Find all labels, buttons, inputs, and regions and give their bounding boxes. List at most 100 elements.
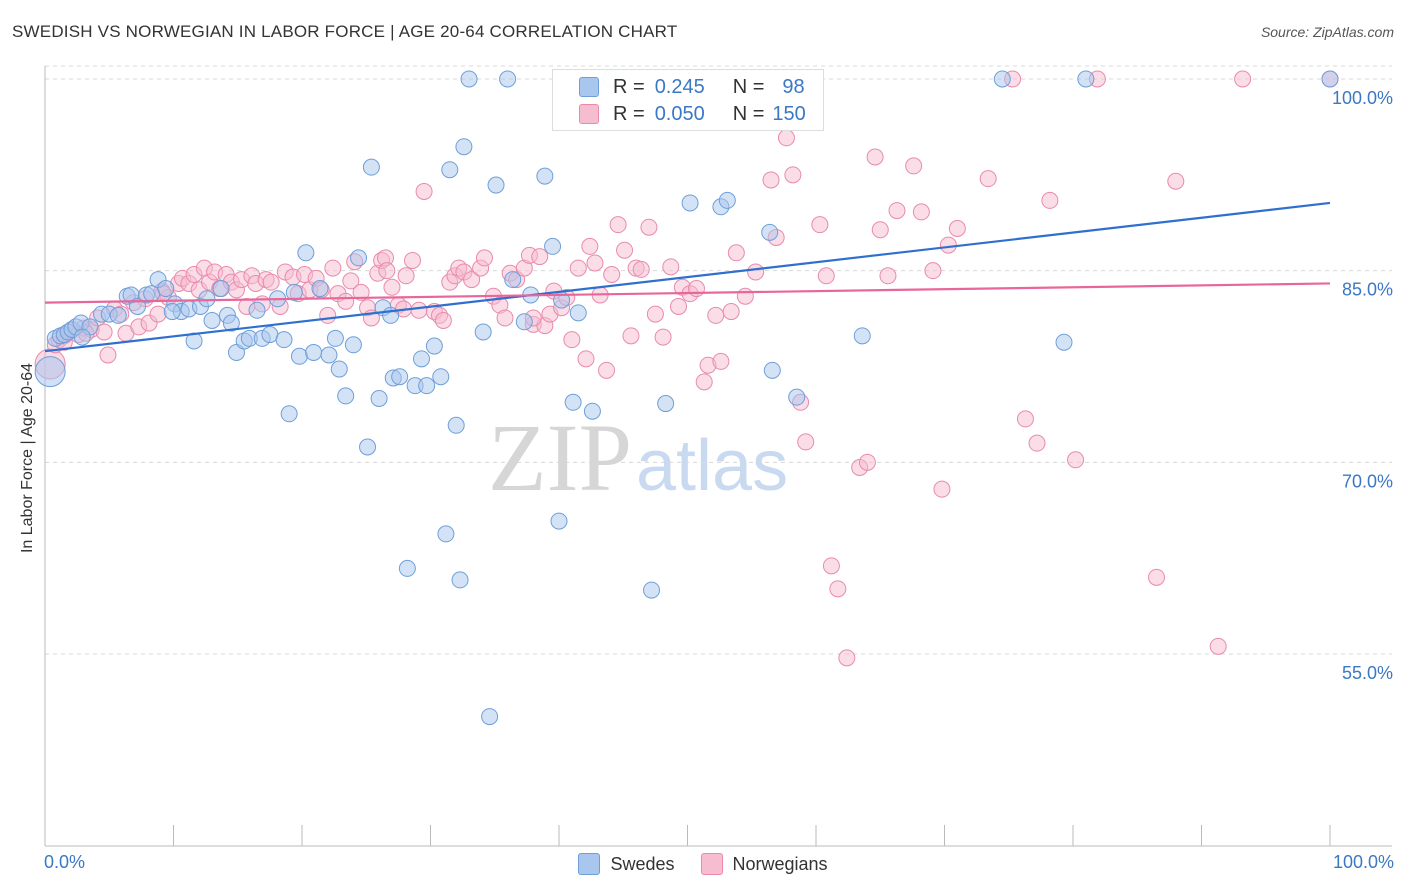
data-point [797, 433, 815, 451]
data-point [280, 405, 298, 423]
data-point [544, 237, 562, 255]
y-tick-label: 70.0% [1342, 471, 1393, 491]
axes [44, 66, 1392, 847]
data-point [646, 305, 664, 323]
data-point [829, 580, 847, 598]
data-point [564, 393, 582, 411]
data-point [198, 290, 216, 308]
data-point [905, 157, 923, 175]
data-point [352, 283, 370, 301]
data-point [157, 280, 175, 298]
data-point [583, 402, 601, 420]
data-point [149, 305, 167, 323]
data-point [434, 312, 452, 329]
data-point [531, 248, 549, 266]
legend-label-swedes: Swedes [610, 853, 675, 874]
data-point [817, 267, 835, 285]
legend-swatch-norwegians [579, 104, 599, 124]
data-point [337, 387, 355, 405]
trend-line-swedes [44, 201, 1331, 353]
data-point [777, 129, 795, 147]
data-point [95, 323, 113, 341]
data-point [993, 70, 1011, 88]
data-point [73, 328, 91, 346]
watermark-zip: ZIP [488, 404, 632, 511]
data-point [447, 416, 465, 434]
data-point [475, 249, 493, 267]
data-point [359, 438, 377, 456]
data-point [391, 368, 409, 386]
legend-item-norwegians: Norwegians [700, 852, 828, 876]
data-point [463, 271, 481, 289]
data-point [418, 377, 436, 395]
data-point [654, 328, 672, 346]
data-point [515, 313, 533, 331]
legend-r-label: R = [613, 102, 645, 125]
data-point [622, 327, 640, 345]
data-point [577, 350, 595, 368]
data-point [460, 70, 478, 88]
data-point [342, 272, 360, 290]
data-point [212, 280, 230, 298]
data-point [939, 236, 957, 254]
data-point [1321, 70, 1339, 88]
data-point [1041, 191, 1059, 209]
data-point [879, 267, 897, 285]
data-point [275, 331, 293, 349]
data-point [727, 244, 745, 262]
source-label: Source: ZipAtlas.com [1260, 24, 1394, 40]
data-point [811, 216, 829, 234]
data-point [788, 388, 806, 406]
data-point [569, 304, 587, 322]
data-point [370, 389, 388, 407]
data-point [34, 356, 66, 388]
data-point [586, 254, 604, 272]
data-point [822, 557, 840, 575]
data-point [1167, 172, 1185, 190]
data-point [858, 453, 876, 471]
data-point [481, 708, 499, 726]
correlation-legend: R = 0.245 N = 98 R = 0.050 N = 150 [552, 69, 824, 131]
data-point [404, 251, 422, 269]
legend-item-swedes: Swedes [578, 852, 675, 876]
data-point [707, 306, 725, 324]
data-point [99, 346, 117, 364]
data-point [912, 203, 930, 221]
data-point [722, 303, 740, 321]
data-point [632, 260, 650, 278]
data-point [681, 194, 699, 212]
series-norwegians [34, 70, 1339, 667]
data-point [718, 191, 736, 209]
data-point [933, 480, 951, 498]
data-point [311, 280, 329, 298]
data-point [979, 170, 997, 188]
data-point [1209, 637, 1227, 655]
data-point [163, 303, 181, 321]
data-point [344, 336, 362, 354]
data-point [695, 373, 713, 391]
data-point [362, 158, 380, 176]
data-point [415, 182, 433, 200]
data-point [1077, 70, 1095, 88]
data-point [297, 244, 315, 262]
legend-row-norwegians: R = 0.050 N = 150 [553, 101, 806, 127]
data-point [398, 559, 416, 577]
trend-line-norwegians [44, 282, 1331, 304]
data-point [888, 202, 906, 220]
data-point [640, 218, 658, 236]
legend-n-label: N = [732, 102, 765, 125]
data-point [109, 306, 127, 324]
data-point [838, 649, 856, 667]
series-legend: Swedes Norwegians [0, 852, 1406, 876]
legend-label-norwegians: Norwegians [732, 853, 828, 874]
legend-n-label: N = [732, 75, 765, 98]
data-point [712, 352, 730, 370]
data-point [550, 512, 568, 530]
data-point [337, 292, 355, 310]
data-point [425, 337, 443, 355]
data-point [499, 70, 517, 88]
data-point [871, 221, 889, 239]
data-point [1148, 568, 1166, 586]
data-point [290, 347, 308, 365]
